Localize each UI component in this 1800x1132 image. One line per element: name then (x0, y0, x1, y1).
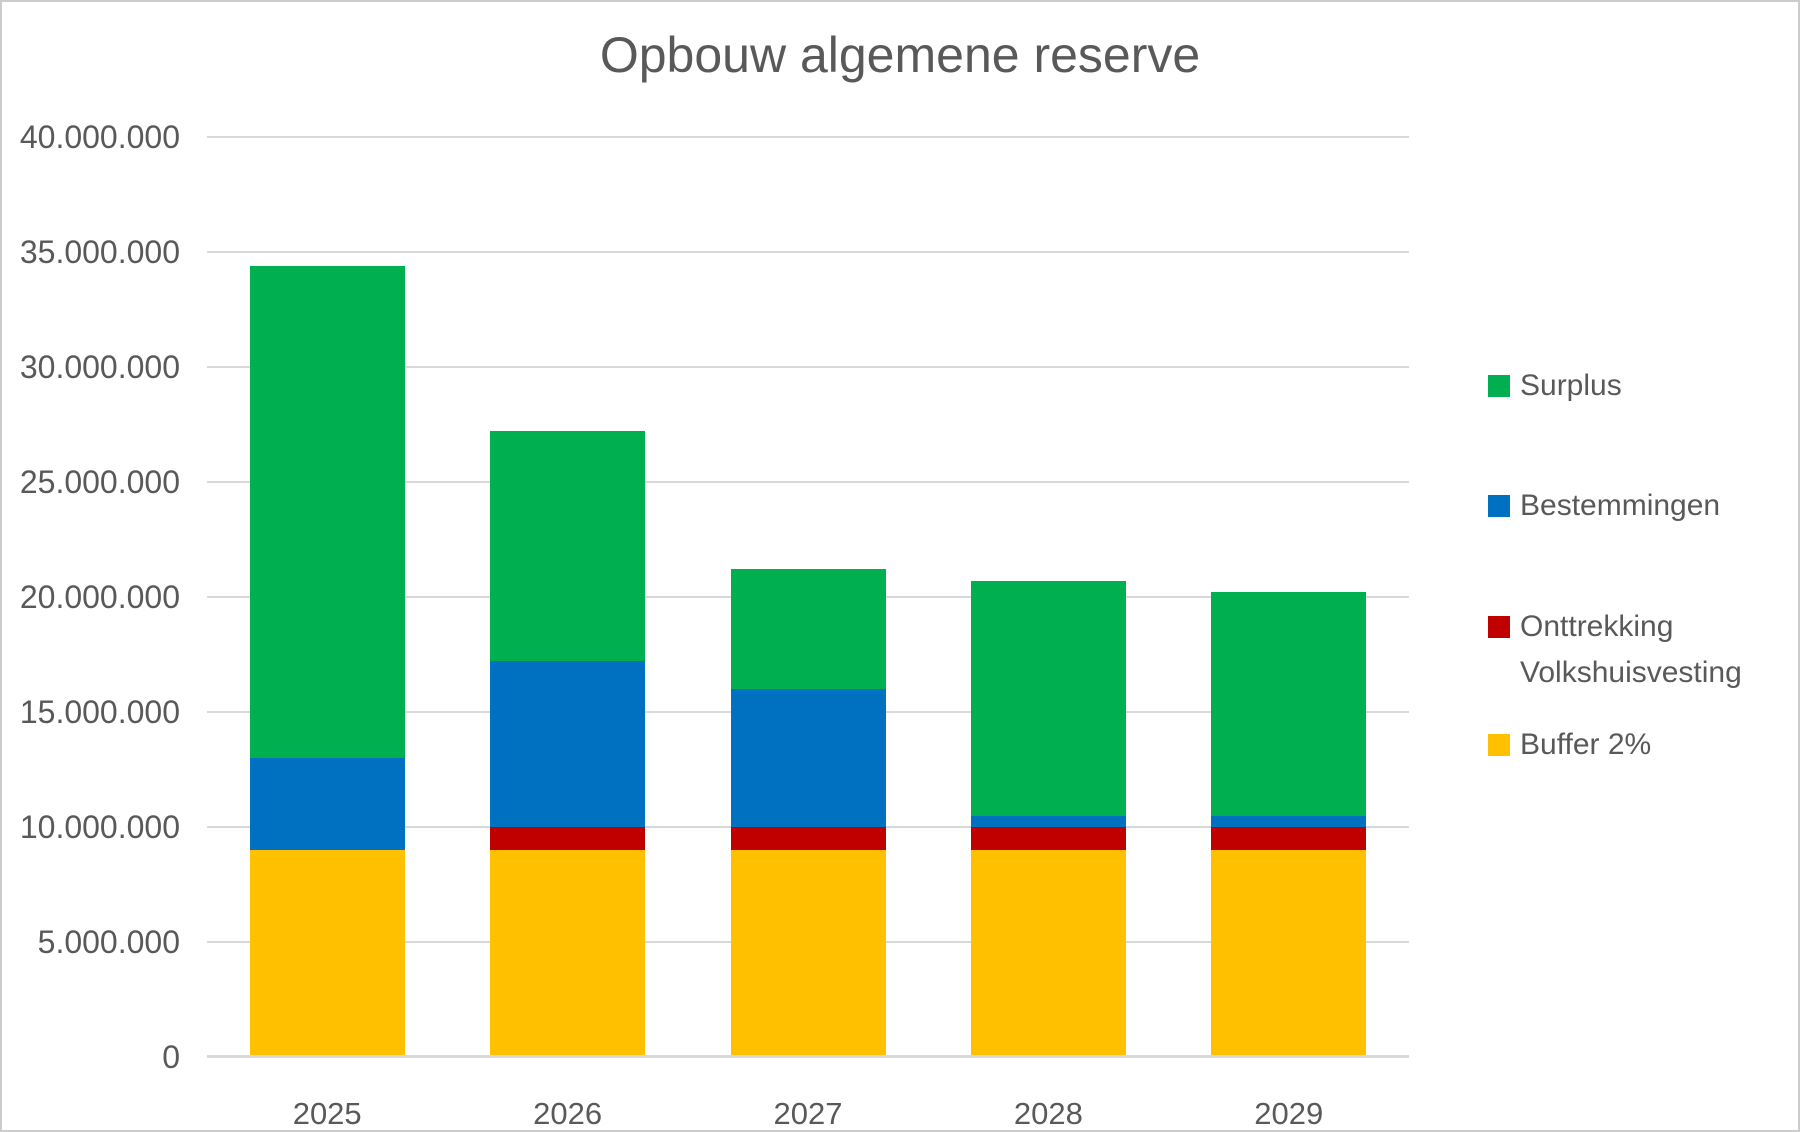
legend-label-surplus: Surplus (1520, 369, 1622, 402)
x-tick-label-2027: 2027 (773, 1096, 843, 1131)
x-axis-labels: 2025 2026 2027 2028 2029 (207, 1092, 1409, 1131)
x-axis-line (207, 1055, 1409, 1058)
legend-label-bestemmingen: Bestemmingen (1520, 489, 1721, 522)
y-tick-label-0: 0 (162, 1039, 180, 1075)
segment-2027-onttrekking-volkshuisvesting (730, 827, 886, 850)
bar-2025 (249, 137, 405, 1057)
legend-item-surplus: Surplus (1488, 363, 1622, 409)
y-tick-label-15-000-000: 15.000.000 (19, 694, 180, 730)
gridline-30-000-000 (207, 366, 1409, 368)
y-tick-label-10-000-000: 10.000.000 (19, 809, 180, 845)
segment-2026-onttrekking-volkshuisvesting (490, 827, 646, 850)
y-tick-label-5-000-000: 5.000.000 (37, 924, 180, 960)
bar-2028 (970, 137, 1126, 1057)
segment-2026-buffer-2 (490, 850, 646, 1057)
bar-2026 (490, 137, 646, 1057)
segment-2027-bestemmingen (730, 689, 886, 827)
segment-2025-bestemmingen (249, 758, 405, 850)
legend-swatch-onttrekking-volkshuisvesting (1488, 616, 1510, 638)
y-tick-label-25-000-000: 25.000.000 (19, 464, 180, 500)
legend-swatch-surplus (1488, 375, 1510, 397)
bar-2029 (1211, 137, 1367, 1057)
y-tick-label-30-000-000: 30.000.000 (19, 349, 180, 385)
legend-item-onttrekking-volkshuisvesting: Onttrekking Volkshuisvesting (1488, 604, 1765, 696)
segment-2029-surplus (1211, 592, 1367, 816)
legend-label-buffer-2: Buffer 2% (1520, 728, 1652, 761)
segment-2026-bestemmingen (490, 661, 646, 827)
segment-2028-buffer-2 (970, 850, 1126, 1057)
legend-item-bestemmingen: Bestemmingen (1488, 483, 1720, 529)
x-tick-label-2028: 2028 (1013, 1096, 1083, 1131)
x-tick-label-2026: 2026 (533, 1096, 603, 1131)
legend-swatch-bestemmingen (1488, 495, 1510, 517)
y-axis-labels: 0 5.000.000 10.000.000 15.000.000 20.000.000… (2, 2, 180, 1130)
plot-area (207, 136, 1409, 1058)
gridline-35-000-000 (207, 251, 1409, 253)
segment-2025-buffer-2 (249, 850, 405, 1057)
chart-title: Opbouw algemene reserve (599, 27, 1201, 83)
y-tick-label-40-000-000: 40.000.000 (19, 119, 180, 155)
legend-item-buffer-2: Buffer 2% (1488, 722, 1651, 768)
segment-2026-surplus (490, 431, 646, 662)
segment-2028-bestemmingen (970, 815, 1126, 827)
segment-2028-surplus (970, 580, 1126, 816)
segment-2025-surplus (249, 265, 405, 758)
bar-2027 (730, 137, 886, 1057)
gridline-40-000-000 (207, 136, 1409, 138)
gridline-25-000-000 (207, 481, 1409, 483)
legend-swatch-buffer-2 (1488, 734, 1510, 756)
segment-2028-onttrekking-volkshuisvesting (970, 827, 1126, 850)
x-tick-label-2025: 2025 (292, 1096, 362, 1131)
segment-2029-bestemmingen (1211, 815, 1367, 827)
x-tick-label-2029: 2029 (1254, 1096, 1324, 1131)
segment-2027-surplus (730, 569, 886, 689)
y-tick-label-20-000-000: 20.000.000 (19, 579, 180, 615)
legend-label-onttrekking-volkshuisvesting: Onttrekking Volkshuisvesting (1520, 610, 1742, 689)
y-tick-label-35-000-000: 35.000.000 (19, 234, 180, 270)
segment-2027-buffer-2 (730, 850, 886, 1057)
segment-2029-buffer-2 (1211, 850, 1367, 1057)
segment-2029-onttrekking-volkshuisvesting (1211, 827, 1367, 850)
